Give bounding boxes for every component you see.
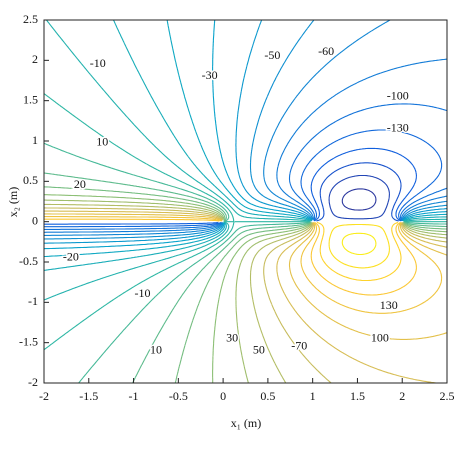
x-tick-label: 0.5 [260, 389, 275, 403]
x-tick-label: 1 [310, 389, 316, 403]
contour-line [44, 58, 448, 233]
contour-label: -60 [318, 44, 334, 58]
x-axis-label: x₁ (m) [231, 416, 262, 430]
contour-label: 20 [74, 177, 86, 191]
contour-label: -30 [202, 68, 218, 82]
contour-line [44, 129, 443, 228]
plot-frame [43, 19, 448, 384]
contour-line [44, 216, 443, 314]
contour-line [44, 19, 448, 236]
x-tick-label: 2.5 [440, 389, 455, 403]
contour-line [341, 188, 377, 211]
contour-line [44, 147, 417, 225]
x-tick-label: 0 [220, 389, 226, 403]
contour-line [43, 19, 448, 271]
x-tick-label: -2 [39, 389, 49, 403]
y-tick-label: 0.5 [23, 173, 38, 187]
contour-line [44, 213, 448, 340]
y-tick-label: 0 [32, 213, 38, 227]
contour-line [44, 199, 448, 384]
contour-label: -70 [291, 338, 307, 352]
contour-label: -130 [387, 121, 409, 135]
contour-line [328, 174, 390, 220]
contour-line [43, 19, 448, 240]
y-tick-label: -1.5 [19, 334, 38, 348]
contour-line [44, 19, 448, 258]
contour-line [44, 207, 447, 384]
contour-line [316, 162, 402, 222]
contour-line [316, 221, 402, 282]
y-tick-label: -1 [28, 294, 38, 308]
contour-line [43, 186, 447, 384]
contour-line [43, 19, 447, 301]
x-tick-label: 2 [399, 389, 405, 403]
x-tick-label: -1 [129, 389, 139, 403]
contour-label: 130 [380, 298, 398, 312]
contour-label: -20 [63, 250, 79, 264]
y-tick-label: -2 [28, 375, 38, 389]
contour-line [44, 194, 447, 383]
contour-line [44, 218, 417, 296]
contour-label: 50 [253, 342, 265, 356]
x-tick-label: -1.5 [79, 389, 98, 403]
y-tick-label: 1 [32, 133, 38, 147]
contour-line [43, 142, 448, 384]
y-tick-label: 1.5 [23, 92, 38, 106]
y-tick-label: -0.5 [19, 254, 38, 268]
contour-line [341, 232, 377, 256]
y-tick-label: 2.5 [23, 12, 38, 26]
y-axis-label: x₂ (m) [6, 187, 20, 218]
contour-line [43, 172, 447, 384]
x-tick-label: -0.5 [169, 389, 188, 403]
y-tick-label: 2 [32, 52, 38, 66]
x-tick-label: 1.5 [350, 389, 365, 403]
contour-label: 10 [150, 342, 162, 356]
contour-label: 10 [96, 134, 108, 148]
contour-line [43, 19, 448, 250]
contour-label: -10 [135, 286, 151, 300]
contour-line [44, 19, 448, 244]
contour-label: -10 [90, 56, 106, 70]
contour-label: -50 [264, 48, 280, 62]
contour-label: -100 [387, 88, 409, 102]
contour-line [44, 103, 448, 230]
contour-line [44, 210, 448, 384]
contour-label: 100 [371, 330, 389, 344]
contour-label: 30 [226, 330, 238, 344]
contour-line [328, 223, 390, 269]
